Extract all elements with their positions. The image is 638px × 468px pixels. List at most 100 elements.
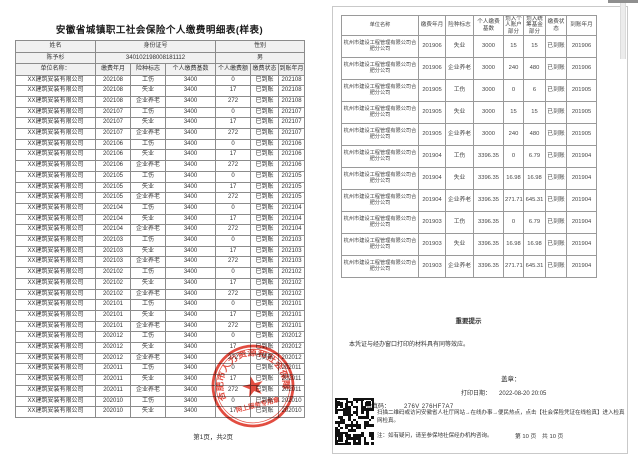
table-row: 杭州市建设工程管理有限公司合肥分公司 201904 工伤 3396.35 0 6.79 已到… xyxy=(341,145,597,169)
table-cell: 0 xyxy=(215,267,252,279)
column-header: 划入统筹基金部分 xyxy=(523,14,546,37)
qr-finder-icon xyxy=(335,398,348,411)
table-cell: 202107 xyxy=(95,128,131,140)
column-header: 险种标志 xyxy=(130,63,166,76)
table-cell: 失业 xyxy=(130,406,166,418)
table-cell: 272 xyxy=(215,224,252,237)
table-cell: 202102 xyxy=(278,277,306,290)
table-cell: XX建筑安装有限公司 xyxy=(15,374,96,386)
table-cell: 3400 xyxy=(164,406,217,418)
table-cell: 202105 xyxy=(95,181,131,194)
table-row: 杭州市建设工程管理有限公司合肥分公司 201906 企业养老 3000 240 480 已到… xyxy=(341,57,597,81)
table-cell: 6.79 xyxy=(523,211,546,235)
table-row: XX建筑安装有限公司 202103 失业 3400 17 已到账 202103 xyxy=(15,245,306,258)
table-cell: XX建筑安装有限公司 xyxy=(15,202,96,215)
table-cell: 272 xyxy=(215,128,252,140)
table-cell: 645.31 xyxy=(523,255,546,279)
table-cell: 201904 xyxy=(566,211,597,235)
table-cell: 202107 xyxy=(278,106,306,119)
gender-value: 男 xyxy=(215,51,306,64)
table-cell: 272 xyxy=(215,288,252,301)
table-cell: 企业养老 xyxy=(130,224,166,237)
table-cell: 已到账 xyxy=(250,224,280,237)
table-cell: 失业 xyxy=(130,342,166,354)
table-row: XX建筑安装有限公司 202108 企业养老 3400 272 已到账 202108 xyxy=(15,95,306,108)
table-cell: 0 xyxy=(215,106,252,119)
table-cell: 已到账 xyxy=(250,256,280,269)
table-cell: 201904 xyxy=(418,167,446,191)
table-cell: 3000 xyxy=(473,57,504,81)
table-cell: 企业养老 xyxy=(130,192,166,204)
table-cell: 201906 xyxy=(418,35,446,59)
table-cell: 3396.35 xyxy=(473,189,504,213)
id-label: 身份证号 xyxy=(94,40,217,53)
table-cell: XX建筑安装有限公司 xyxy=(15,235,96,247)
table-cell: 0 xyxy=(503,211,524,235)
table-cell: 已到账 xyxy=(545,233,567,257)
table-cell: 3400 xyxy=(164,160,217,172)
seal-arc-text: 合肥市人力资源和社会保障局 xyxy=(209,342,293,410)
table-row: XX建筑安装有限公司 202010 失业 3400 17 已到账 202010 xyxy=(15,406,306,418)
table-cell: 202101 xyxy=(95,309,131,322)
official-seal-left: 合肥市人力资源和社会保障局 网上服务专用章 xyxy=(209,342,295,428)
column-header: 到账年月 xyxy=(566,14,597,37)
column-header: 单位名称 xyxy=(341,14,419,37)
table-cell: 0 xyxy=(215,299,252,311)
table-cell: 失业 xyxy=(445,233,474,257)
table-cell: 3400 xyxy=(164,245,217,258)
table-cell: XX建筑安装有限公司 xyxy=(15,138,96,151)
table-cell: 202104 xyxy=(278,202,306,215)
table-cell: 202012 xyxy=(95,352,131,365)
info-label-row: 姓名 身份证号 性别 xyxy=(15,40,306,53)
table-cell: 3400 xyxy=(164,309,217,322)
column-header: 缴费状态 xyxy=(250,63,280,76)
table-cell: 杭州市建设工程管理有限公司合肥分公司 xyxy=(341,123,419,147)
table-cell: 3396.35 xyxy=(473,167,504,191)
table-cell: 0 xyxy=(215,235,252,247)
table-cell: 202108 xyxy=(278,74,306,87)
table-cell: 已到账 xyxy=(545,57,567,81)
table-cell: 失业 xyxy=(130,181,166,194)
table-cell: 3400 xyxy=(164,128,217,140)
table-cell: 工伤 xyxy=(130,299,166,311)
table-cell: 0 xyxy=(215,170,252,183)
print-date-value: 2022-08-20 20:05 xyxy=(499,391,547,397)
table-row: XX建筑安装有限公司 202104 失业 3400 17 已到账 202104 xyxy=(15,213,306,226)
table-cell: 已到账 xyxy=(250,320,280,333)
table-cell: 202106 xyxy=(95,149,131,162)
scrollbar-strip[interactable] xyxy=(620,3,626,59)
table-cell: 201906 xyxy=(566,57,597,81)
table-cell: 已到账 xyxy=(545,211,567,235)
table-cell: 201904 xyxy=(418,189,446,213)
table-cell: 工伤 xyxy=(130,331,166,344)
table-cell: 15 xyxy=(503,35,524,59)
table-cell: 3400 xyxy=(164,331,217,344)
table-cell: 201904 xyxy=(418,145,446,169)
table-cell: 杭州市建设工程管理有限公司合肥分公司 xyxy=(341,233,419,257)
table-row: 杭州市建设工程管理有限公司合肥分公司 201903 工伤 3396.35 0 6.79 已到… xyxy=(341,211,597,235)
table-cell: 202105 xyxy=(95,170,131,183)
table-cell: 6 xyxy=(523,79,546,103)
table-cell: 202108 xyxy=(95,74,131,87)
left-document: 安徽省城镇职工社会保险个人缴费明细表(样表) 姓名 身份证号 性别 陈予杉 34… xyxy=(0,0,318,468)
table-cell: 已到账 xyxy=(250,192,280,204)
table-row: XX建筑安装有限公司 202012 工伤 3400 0 已到账 202012 xyxy=(15,331,306,344)
table-cell: 17 xyxy=(215,309,252,322)
table-cell: XX建筑安装有限公司 xyxy=(15,128,96,140)
table-cell: 已到账 xyxy=(250,149,280,162)
table-cell: 已到账 xyxy=(250,288,280,301)
table-cell: 失业 xyxy=(130,149,166,162)
table-cell: 失业 xyxy=(130,245,166,258)
table-cell: 企业养老 xyxy=(130,288,166,301)
table-cell: 工伤 xyxy=(130,235,166,247)
table-cell: 3400 xyxy=(164,224,217,237)
table-cell: 杭州市建设工程管理有限公司合肥分公司 xyxy=(341,101,419,125)
table-cell: 201904 xyxy=(566,255,597,279)
table-cell: 已到账 xyxy=(250,181,280,194)
table-cell: 202012 xyxy=(278,331,306,344)
table-row: 杭州市建设工程管理有限公司合肥分公司 201905 企业养老 3000 240 480 已到… xyxy=(341,123,597,147)
table-cell: 3400 xyxy=(164,299,217,311)
table-cell: 失业 xyxy=(130,374,166,386)
table-cell: 0 xyxy=(215,138,252,151)
